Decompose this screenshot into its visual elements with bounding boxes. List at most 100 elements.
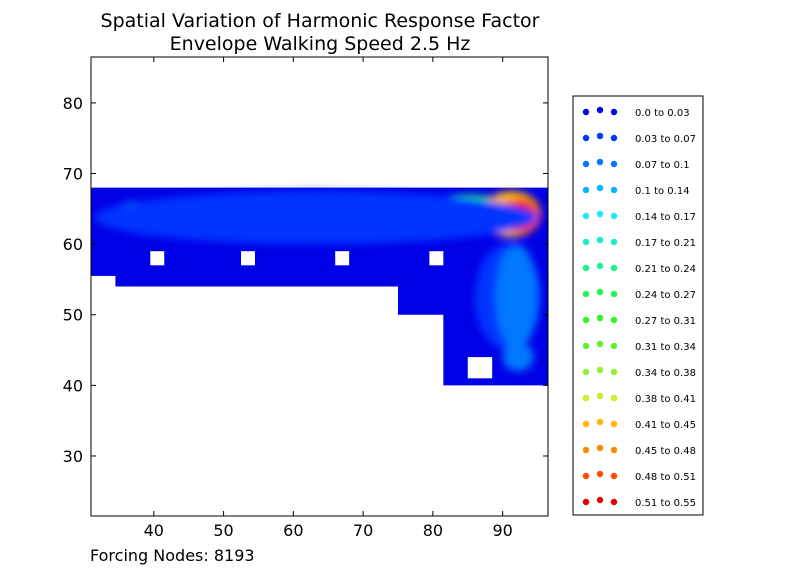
x-tick-label: 50 [213, 521, 233, 540]
legend-label: 0.03 to 0.07 [635, 134, 696, 145]
legend-marker [582, 238, 590, 246]
legend-label: 0.48 to 0.51 [635, 472, 696, 483]
legend-marker [596, 340, 604, 348]
legend-marker [610, 160, 618, 168]
legend-marker [610, 186, 618, 194]
legend-item: 0.0 to 0.03 [582, 106, 690, 119]
legend-marker [596, 210, 604, 218]
legend-marker [596, 314, 604, 322]
legend-item: 0.14 to 0.17 [582, 210, 696, 223]
legend-marker [582, 316, 590, 324]
y-tick-label: 40 [63, 376, 83, 395]
response-spot [495, 244, 538, 351]
legend-marker [610, 368, 618, 376]
legend-item: 0.07 to 0.1 [582, 158, 690, 171]
forcing-nodes-annotation: Forcing Nodes: 8193 [90, 546, 255, 565]
legend-marker [610, 264, 618, 272]
x-tick-label: 40 [144, 521, 164, 540]
legend-label: 0.0 to 0.03 [635, 108, 690, 119]
legend-marker [596, 366, 604, 374]
legend-label: 0.27 to 0.31 [635, 316, 696, 327]
legend-marker [596, 262, 604, 270]
legend-marker [582, 394, 590, 402]
floor-region [115, 272, 398, 287]
legend-label: 0.41 to 0.45 [635, 420, 696, 431]
legend-marker [610, 238, 618, 246]
x-tick-label: 80 [423, 521, 443, 540]
legend-marker [582, 472, 590, 480]
legend-box [572, 95, 704, 516]
x-tick-label: 70 [353, 521, 373, 540]
legend-marker [582, 446, 590, 454]
y-tick-label: 50 [63, 306, 83, 325]
legend-item: 0.27 to 0.31 [582, 314, 696, 327]
response-spot [94, 191, 538, 245]
legend-marker [610, 472, 618, 480]
legend-marker [610, 290, 618, 298]
legend-item: 0.51 to 0.55 [582, 496, 696, 509]
legend-item: 0.24 to 0.27 [582, 288, 696, 301]
legend-marker [610, 498, 618, 506]
legend-marker [596, 106, 604, 114]
legend-marker [596, 444, 604, 452]
legend-marker [610, 134, 618, 142]
legend-marker [596, 470, 604, 478]
legend-marker [610, 420, 618, 428]
y-tick-label: 70 [63, 165, 83, 184]
axes: 40 50 60 70 80 90 30 40 50 60 70 80 [63, 57, 548, 540]
legend: 0.0 to 0.03 0.03 to 0.07 0.07 to 0.1 0.1 to… [572, 95, 704, 516]
legend-marker [582, 342, 590, 350]
floor-opening [335, 251, 350, 266]
legend-label: 0.38 to 0.41 [635, 394, 696, 405]
data-layer [91, 187, 548, 386]
legend-marker [596, 288, 604, 296]
x-tick-label: 60 [283, 521, 303, 540]
legend-marker [610, 108, 618, 116]
chart-title-line-1: Spatial Variation of Harmonic Response F… [101, 10, 540, 32]
legend-item: 0.1 to 0.14 [582, 184, 690, 197]
legend-marker [610, 394, 618, 402]
legend-item: 0.45 to 0.48 [582, 444, 696, 457]
legend-item: 0.03 to 0.07 [582, 132, 696, 145]
legend-marker [582, 368, 590, 376]
legend-marker [610, 212, 618, 220]
floor-opening [150, 251, 165, 266]
legend-item: 0.38 to 0.41 [582, 392, 696, 405]
legend-marker [596, 392, 604, 400]
plot-frame [90, 56, 549, 517]
response-spot [502, 342, 535, 372]
legend-marker [610, 316, 618, 324]
legend-label: 0.31 to 0.34 [635, 342, 696, 353]
legend-marker [610, 446, 618, 454]
legend-marker [582, 420, 590, 428]
legend-item: 0.48 to 0.51 [582, 470, 696, 483]
plot-area [91, 187, 548, 386]
legend-marker [596, 496, 604, 504]
legend-marker [582, 290, 590, 298]
legend-marker [596, 158, 604, 166]
legend-item: 0.17 to 0.21 [582, 236, 696, 249]
legend-label: 0.17 to 0.21 [635, 238, 696, 249]
chart-title-line-2: Envelope Walking Speed 2.5 Hz [170, 33, 471, 55]
legend-item: 0.21 to 0.24 [582, 262, 696, 275]
y-tick-label: 60 [63, 235, 83, 254]
legend-marker [582, 134, 590, 142]
legend-item: 0.34 to 0.38 [582, 366, 696, 379]
legend-marker [582, 212, 590, 220]
legend-label: 0.21 to 0.24 [635, 264, 696, 275]
legend-label: 0.07 to 0.1 [635, 160, 690, 171]
legend-label: 0.24 to 0.27 [635, 290, 696, 301]
legend-label: 0.34 to 0.38 [635, 368, 696, 379]
legend-marker [596, 418, 604, 426]
legend-marker [610, 342, 618, 350]
legend-marker [596, 132, 604, 140]
legend-marker [582, 498, 590, 506]
floor-opening [467, 357, 493, 379]
legend-label: 0.51 to 0.55 [635, 498, 696, 509]
legend-item: 0.31 to 0.34 [582, 340, 696, 353]
legend-label: 0.14 to 0.17 [635, 212, 696, 223]
legend-marker [582, 186, 590, 194]
legend-label: 0.1 to 0.14 [635, 186, 690, 197]
legend-marker [582, 108, 590, 116]
